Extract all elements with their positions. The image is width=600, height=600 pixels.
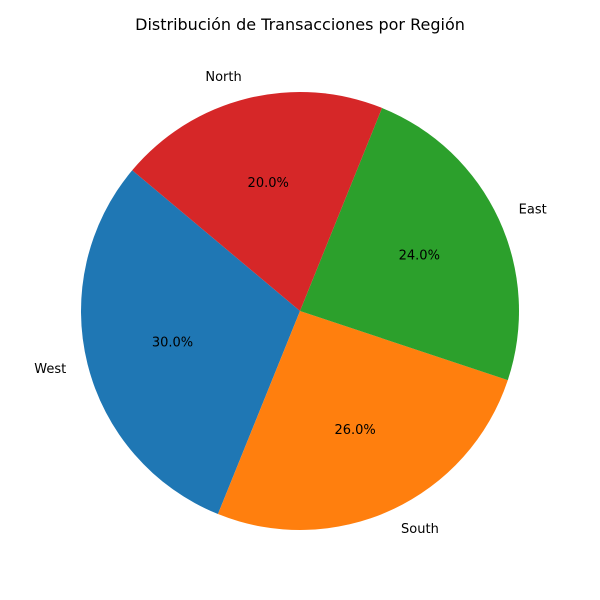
- percent-label-west: 30.0%: [152, 335, 193, 350]
- percent-label-east: 24.0%: [399, 248, 440, 263]
- percent-label-north: 20.0%: [248, 176, 289, 191]
- slice-label-south: South: [401, 522, 439, 537]
- slice-label-north: North: [205, 70, 241, 85]
- pie-slice-west: [80, 170, 301, 515]
- pie-slices: [80, 91, 519, 530]
- chart-title: Distribución de Transacciones por Región: [135, 15, 465, 34]
- percent-label-south: 26.0%: [334, 423, 375, 438]
- pie-labels: West 30.0% South 26.0% East 24.0% North 20.0%: [34, 70, 546, 537]
- pie-slice-north: [132, 91, 383, 311]
- pie-slice-east: [300, 107, 519, 381]
- pie-slice-south: [217, 311, 508, 530]
- slice-label-east: East: [519, 202, 547, 217]
- slice-label-west: West: [34, 362, 66, 377]
